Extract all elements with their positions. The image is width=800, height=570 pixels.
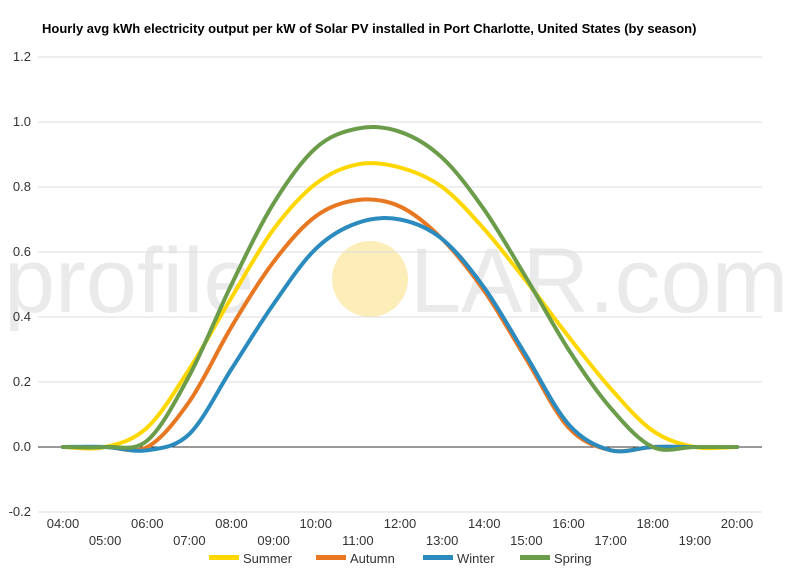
x-tick-label: 16:00 <box>552 516 585 531</box>
series-line-spring <box>61 125 739 452</box>
watermark-sun-icon <box>332 241 408 317</box>
x-tick-label: 05:00 <box>89 533 122 548</box>
x-axis-ticks: 04:00 05:00 06:00 07:00 08:00 09:00 10:00 11:00… <box>47 516 754 548</box>
legend-item-spring: Spring <box>520 551 592 566</box>
x-tick-label: 17:00 <box>594 533 627 548</box>
legend-item-autumn: Autumn <box>316 551 395 566</box>
x-tick-label: 19:00 <box>679 533 712 548</box>
series-line-summer <box>61 161 739 451</box>
y-tick-label: 0.8 <box>13 179 31 194</box>
watermark-left-text: profile <box>4 230 255 332</box>
y-tick-label: 0.0 <box>13 439 31 454</box>
legend-item-winter: Winter <box>423 551 495 566</box>
legend-swatch <box>423 555 453 560</box>
x-tick-label: 10:00 <box>299 516 332 531</box>
y-tick-label: 1.2 <box>13 49 31 64</box>
y-tick-label: 1.0 <box>13 114 31 129</box>
x-tick-label: 11:00 <box>342 533 374 548</box>
y-tick-label: -0.2 <box>9 504 31 519</box>
x-tick-label: 15:00 <box>510 533 543 548</box>
x-tick-label: 08:00 <box>215 516 248 531</box>
series-lines <box>61 125 739 454</box>
x-tick-label: 20:00 <box>721 516 754 531</box>
legend-swatch <box>520 555 550 560</box>
y-tick-label: 0.2 <box>13 374 31 389</box>
y-axis-ticks: 1.2 1.0 0.8 0.6 0.4 0.2 0.0 -0.2 <box>9 49 31 519</box>
y-tick-label: 0.6 <box>13 244 31 259</box>
legend-label: Spring <box>554 551 592 566</box>
y-tick-label: 0.4 <box>13 309 31 324</box>
x-tick-label: 14:00 <box>468 516 501 531</box>
x-tick-label: 04:00 <box>47 516 80 531</box>
legend-label: Autumn <box>350 551 395 566</box>
legend-swatch <box>316 555 346 560</box>
x-tick-label: 06:00 <box>131 516 164 531</box>
legend: Summer Autumn Winter Spring <box>209 551 592 566</box>
x-tick-label: 12:00 <box>384 516 417 531</box>
watermark: profile LAR.com <box>4 230 788 332</box>
legend-label: Summer <box>243 551 293 566</box>
legend-label: Winter <box>457 551 495 566</box>
series-line-winter <box>61 216 739 454</box>
legend-swatch <box>209 555 239 560</box>
x-tick-label: 13:00 <box>426 533 459 548</box>
x-tick-label: 07:00 <box>173 533 206 548</box>
legend-item-summer: Summer <box>209 551 293 566</box>
watermark-right-text: LAR.com <box>410 230 788 332</box>
chart-title: Hourly avg kWh electricity output per kW… <box>42 21 696 36</box>
x-tick-label: 18:00 <box>636 516 669 531</box>
x-tick-label: 09:00 <box>257 533 290 548</box>
